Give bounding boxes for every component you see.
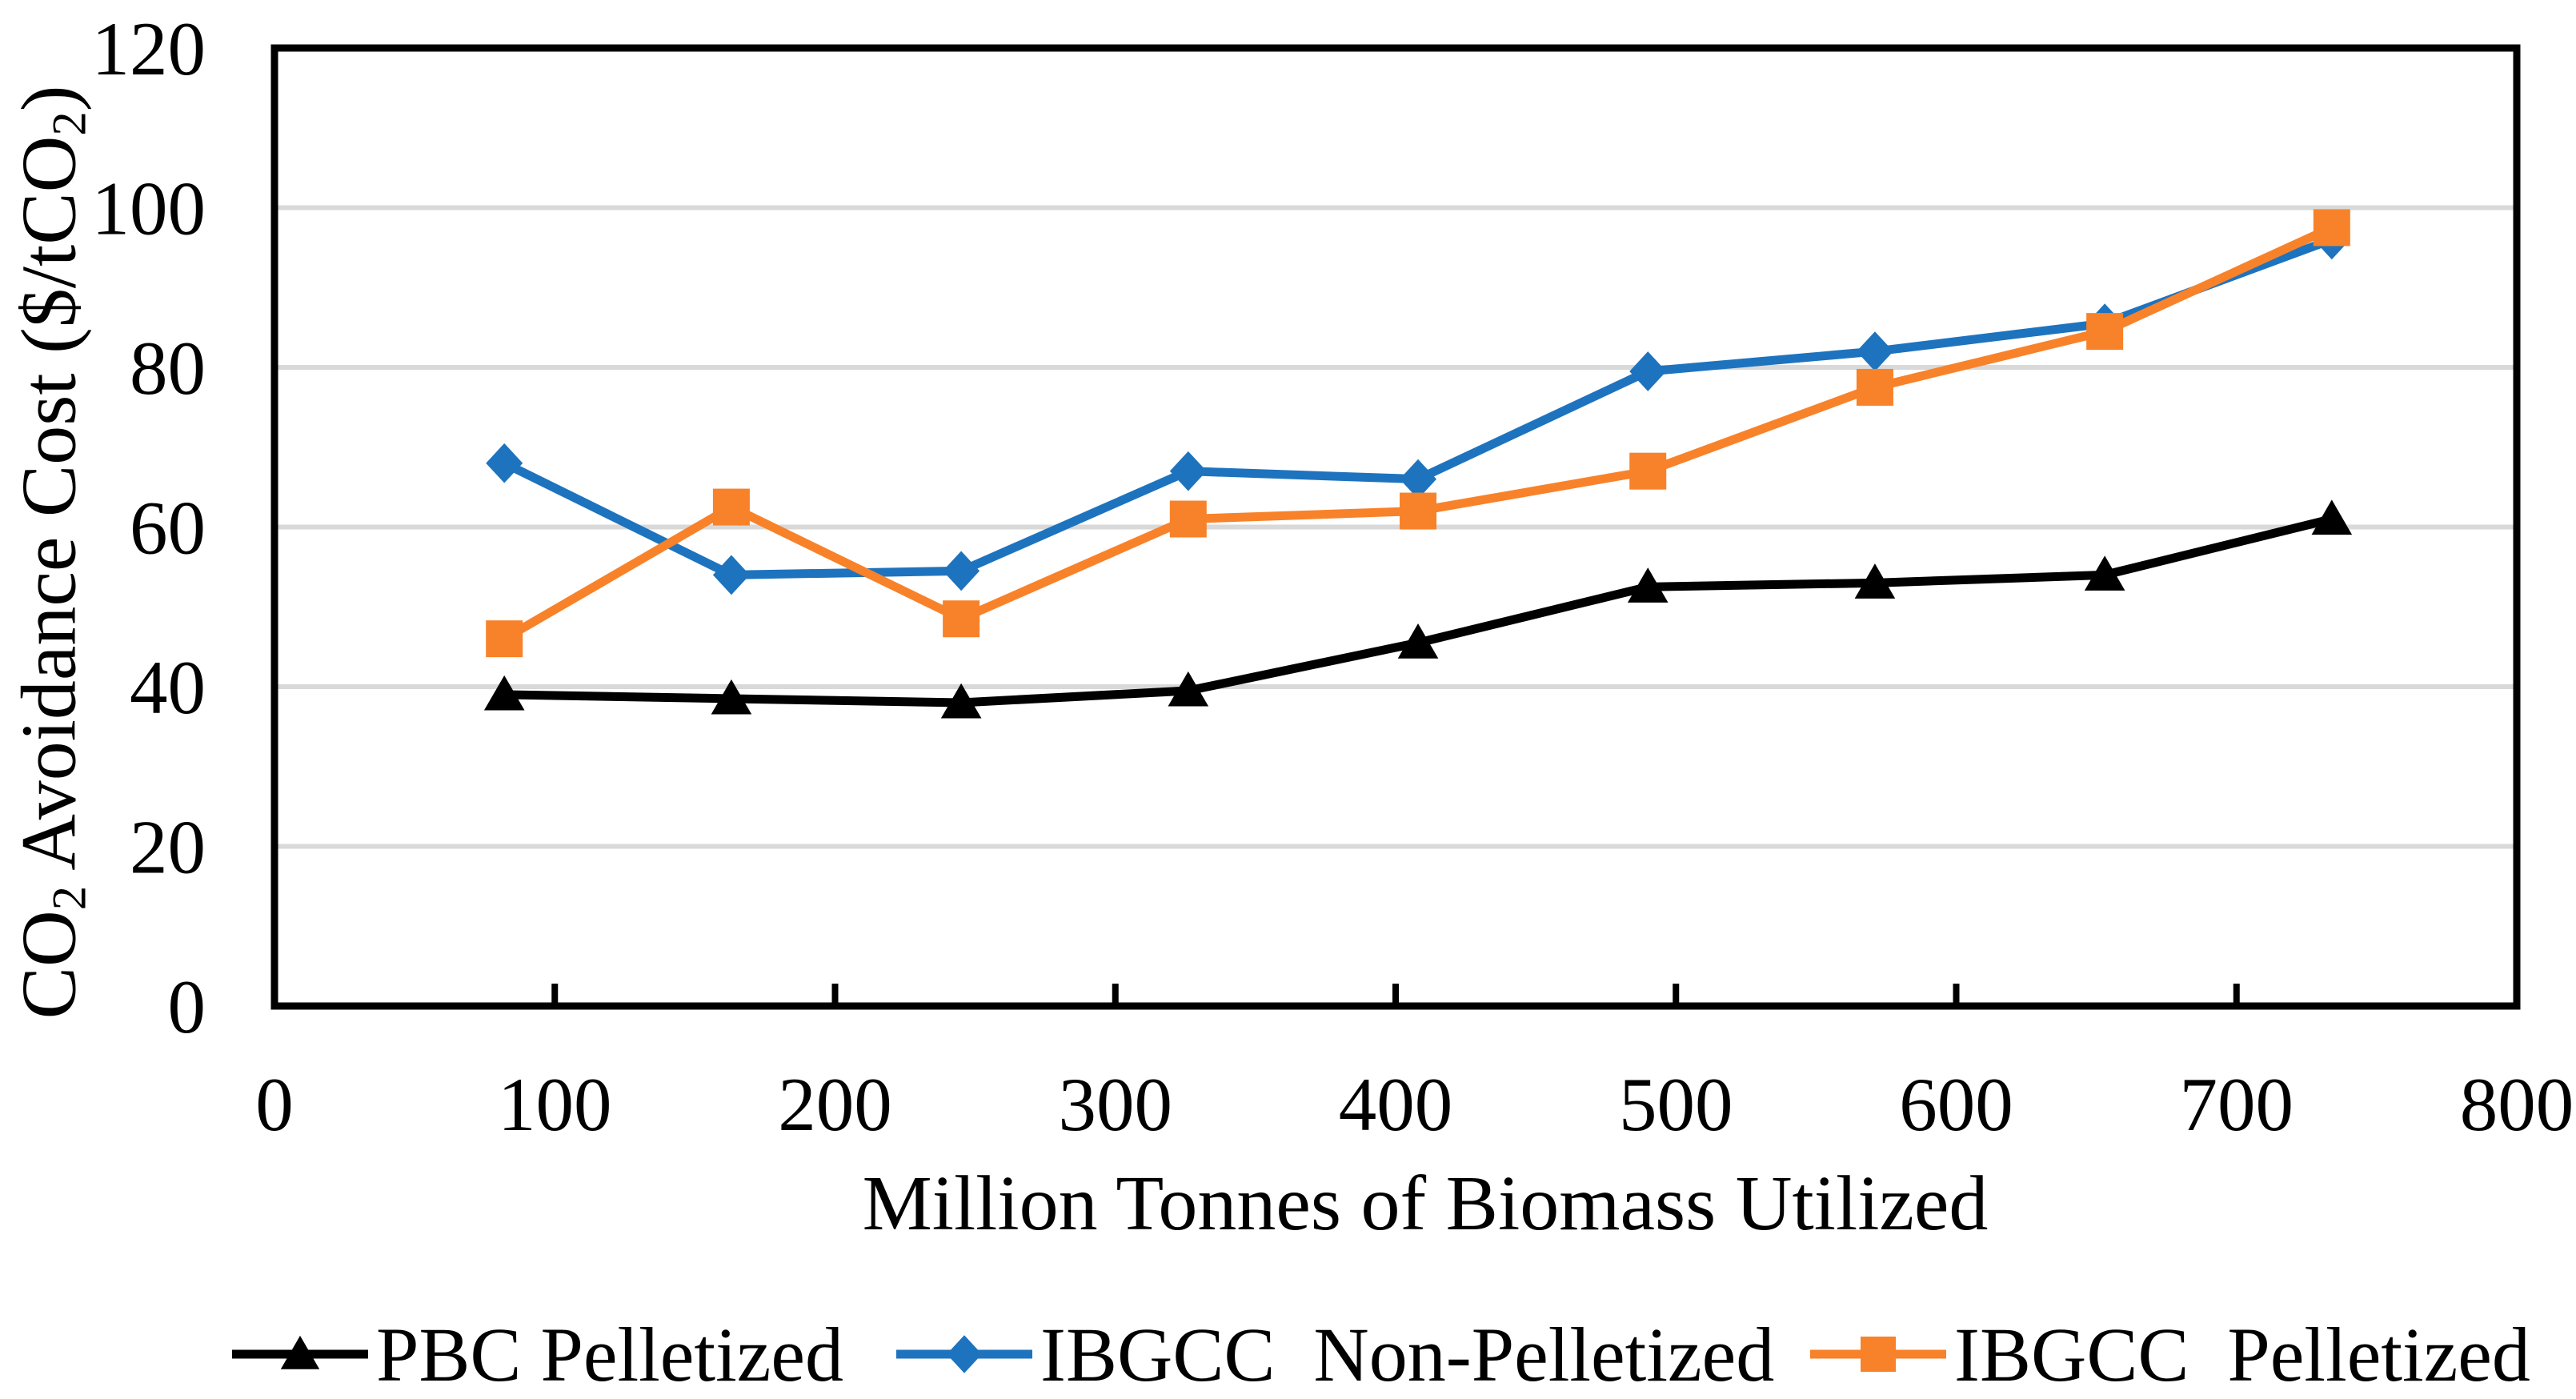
data-point-marker-square — [486, 620, 523, 658]
x-tick-label: 700 — [2180, 1062, 2294, 1147]
data-point-marker-square — [1169, 500, 1207, 538]
data-point-marker-diamond — [1400, 459, 1437, 499]
data-point-marker-triangle — [1627, 567, 1669, 603]
y-axis-title: CO2 Avoidance Cost ($/tCO2) — [6, 85, 97, 1020]
data-point-marker-diamond — [943, 551, 980, 591]
series-ibgcc-pelletized — [486, 209, 2350, 658]
x-tick-label: 400 — [1339, 1062, 1453, 1147]
data-point-marker-square — [1856, 368, 1893, 406]
data-point-marker-triangle — [1397, 623, 1439, 659]
data-point-marker-triangle — [483, 675, 525, 711]
y-tick-label: 80 — [130, 326, 206, 411]
data-point-marker-square — [2086, 313, 2124, 351]
data-point-marker-diamond — [1169, 451, 1207, 491]
y-tick-label: 60 — [130, 486, 206, 571]
data-point-marker-diamond — [486, 443, 523, 483]
x-axis-title: Million Tonnes of Biomass Utilized — [862, 1160, 1989, 1247]
x-tick-label: 0 — [255, 1062, 294, 1147]
x-tick-label: 200 — [778, 1062, 892, 1147]
data-point-marker-triangle — [2311, 499, 2353, 535]
data-point-marker-square — [1629, 452, 1667, 490]
data-point-marker-diamond — [1856, 331, 1893, 371]
x-tick-label: 800 — [2460, 1062, 2574, 1147]
data-point-marker-square — [1400, 492, 1437, 530]
series-ibgcc-non-pelletized — [486, 219, 2350, 595]
data-point-marker-square — [943, 600, 980, 638]
y-tick-label: 120 — [92, 6, 206, 91]
data-point-marker-triangle — [711, 679, 752, 715]
y-tick-label: 0 — [168, 964, 206, 1049]
data-point-marker-square — [2313, 209, 2350, 247]
x-tick-label: 500 — [1619, 1062, 1733, 1147]
series-line — [504, 515, 2334, 708]
x-tick-label: 100 — [498, 1062, 612, 1147]
data-point-marker-triangle — [1854, 563, 1896, 599]
data-point-marker-triangle — [1168, 671, 1209, 707]
data-point-marker-triangle — [2084, 555, 2125, 591]
data-point-marker-square — [712, 488, 750, 526]
x-tick-label: 300 — [1059, 1062, 1173, 1147]
x-tick-label: 600 — [1899, 1062, 2013, 1147]
data-point-marker-diamond — [1629, 351, 1667, 391]
y-tick-label: 40 — [130, 645, 206, 730]
y-tick-label: 20 — [130, 805, 206, 890]
plot-border — [270, 44, 2521, 1010]
y-tick-label: 100 — [92, 166, 206, 251]
data-point-marker-diamond — [712, 555, 750, 595]
series-pbc-pelletized — [483, 499, 2353, 719]
data-point-marker-triangle — [940, 683, 982, 719]
